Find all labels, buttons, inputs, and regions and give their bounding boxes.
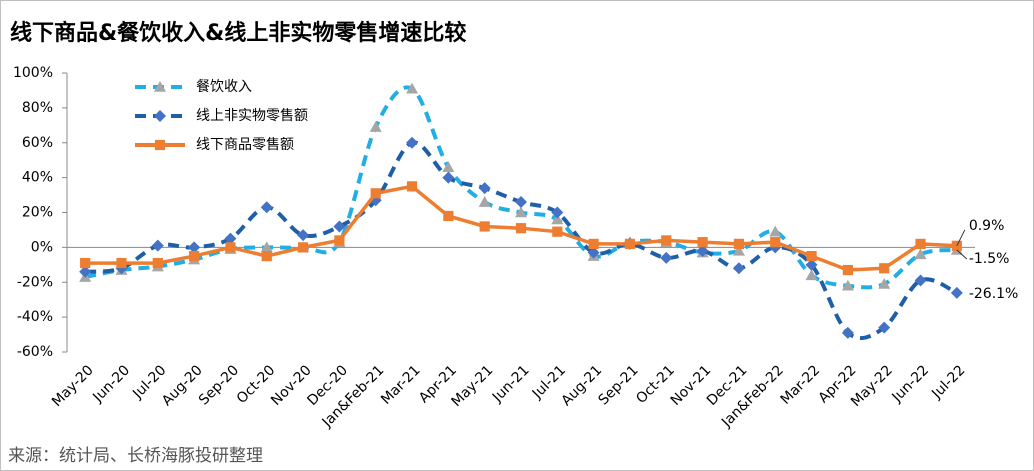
marker [478, 196, 491, 207]
marker [152, 257, 163, 269]
marker [261, 250, 272, 262]
marker [154, 110, 166, 122]
marker [442, 161, 455, 172]
marker [515, 223, 527, 234]
marker [370, 188, 381, 199]
marker [116, 257, 127, 269]
marker [805, 269, 818, 281]
legend-label: 线下商品零售额 [196, 137, 294, 153]
marker [552, 226, 563, 237]
y-tick-label: -20% [17, 274, 53, 290]
marker [297, 242, 309, 253]
legend-label: 餐饮收入 [196, 79, 252, 95]
marker [770, 237, 781, 248]
marker [624, 238, 636, 249]
y-tick-label: -60% [17, 344, 53, 360]
y-tick-label: 40% [22, 170, 53, 186]
leader [956, 229, 966, 247]
legend-label: 线上非实物零售额 [196, 108, 308, 124]
marker [878, 277, 891, 289]
marker [697, 237, 708, 248]
marker [297, 229, 310, 242]
marker [806, 250, 817, 262]
chart-title: 线下商品&餐饮收入&线上非实物零售增速比较 [10, 20, 466, 46]
marker [732, 262, 745, 275]
marker [478, 182, 491, 195]
y-tick-label: 80% [22, 100, 53, 116]
marker [154, 81, 166, 92]
marker [479, 221, 490, 232]
marker [406, 181, 418, 192]
marker [551, 213, 564, 225]
marker [406, 82, 419, 94]
marker [80, 257, 91, 269]
marker [369, 121, 382, 132]
marker [588, 238, 599, 249]
marker [733, 238, 745, 249]
marker [515, 196, 527, 209]
source: 来源：统计局、长桥海豚投研整理 [8, 446, 263, 466]
marker [442, 171, 455, 184]
marker [587, 246, 600, 259]
marker [225, 242, 236, 253]
data-label: 0.9% [969, 218, 1005, 234]
marker [696, 244, 709, 257]
marker [660, 251, 673, 264]
marker [915, 238, 926, 249]
marker [515, 206, 527, 218]
y-tick-label: 100% [13, 65, 53, 81]
marker [769, 225, 782, 237]
marker [950, 286, 963, 299]
marker [551, 206, 564, 219]
leader [956, 249, 968, 260]
y-tick-label: 20% [22, 205, 53, 221]
marker [914, 274, 927, 287]
marker [334, 235, 345, 246]
marker [805, 258, 818, 271]
marker [151, 239, 164, 252]
data-label: -26.1% [969, 286, 1019, 302]
marker [879, 263, 890, 274]
marker [841, 326, 854, 339]
marker [842, 264, 853, 276]
y-tick-label: -40% [17, 309, 53, 325]
marker [260, 201, 273, 214]
marker [188, 241, 201, 254]
marker [189, 250, 200, 262]
marker [154, 139, 166, 151]
y-tick-label: 0% [31, 239, 53, 255]
marker [260, 241, 273, 253]
marker [841, 279, 854, 291]
marker [333, 220, 346, 233]
data-label: -1.5% [969, 251, 1010, 267]
marker [79, 265, 92, 278]
marker [661, 235, 672, 246]
marker [443, 210, 454, 222]
marker [951, 240, 962, 251]
marker [914, 248, 927, 260]
marker [224, 232, 237, 245]
marker [732, 244, 745, 256]
marker [878, 321, 891, 334]
marker [406, 136, 419, 149]
y-tick-label: 60% [22, 135, 53, 151]
